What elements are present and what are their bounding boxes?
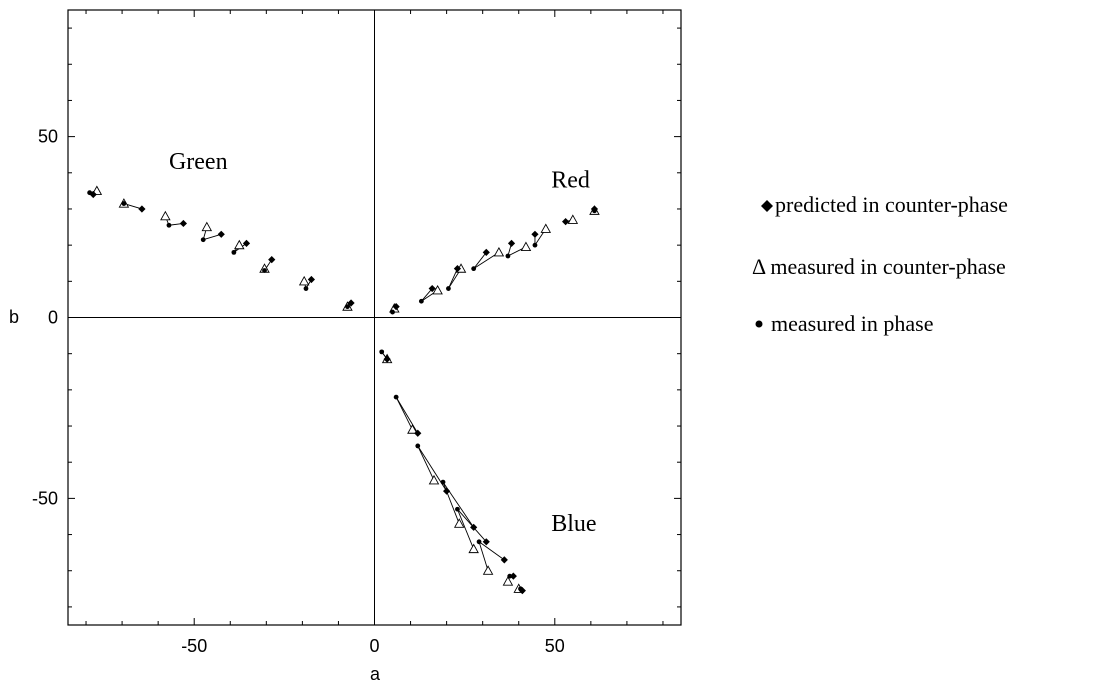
- measured-in-phase-marker: [303, 286, 309, 291]
- measured-counter-marker: [201, 221, 213, 232]
- predicted-marker: [470, 523, 478, 531]
- measured-in-phase-marker: [455, 506, 460, 512]
- measured-in-phase-marker: [390, 309, 395, 315]
- measured-counter-marker: [493, 246, 505, 257]
- connector-in-phase-to-measured: [478, 541, 489, 571]
- predicted-marker: [507, 239, 516, 247]
- predicted-marker: [138, 205, 146, 213]
- predicted-marker: [347, 299, 355, 307]
- y-tick-label: -50: [32, 488, 58, 508]
- connector-in-phase-to-measured: [395, 396, 413, 430]
- predicted-marker: [531, 230, 539, 238]
- predicted-marker: [509, 572, 517, 580]
- measured-in-phase-marker: [262, 268, 267, 273]
- predicted-marker: [268, 256, 276, 264]
- measured-counter-marker: [432, 284, 443, 295]
- predicted-marker: [242, 239, 251, 247]
- measured-in-phase-marker: [505, 253, 511, 259]
- legend-dot-icon: [755, 320, 763, 328]
- measured-counter-marker: [453, 518, 465, 528]
- measured-counter-marker: [298, 275, 310, 286]
- connector-in-phase-to-predicted: [203, 233, 222, 241]
- measured-in-phase-marker: [200, 237, 206, 243]
- measured-counter-marker: [468, 543, 479, 554]
- x-tick-label: 0: [369, 636, 379, 656]
- axis-ticks: [68, 10, 681, 625]
- predicted-marker: [414, 429, 422, 437]
- measured-in-phase-marker: [87, 190, 93, 196]
- legend-item-triangle: Δ measured in counter-phase: [752, 254, 1006, 279]
- measured-in-phase-marker: [166, 222, 172, 228]
- axis-tick-labels: -50 0 50 50 0 -50: [32, 127, 565, 656]
- group-label-blue: Blue: [551, 511, 596, 537]
- measured-counter-marker: [428, 474, 440, 485]
- measured-in-phase-marker: [393, 394, 399, 400]
- measured-in-phase-marker: [592, 208, 597, 214]
- predicted-marker: [217, 230, 225, 238]
- connector-in-phase-to-predicted: [421, 288, 433, 302]
- predicted-marker: [482, 248, 490, 256]
- y-axis-title: b: [9, 307, 19, 327]
- measured-in-phase-marker: [440, 479, 446, 485]
- x-tick-label: 50: [545, 636, 565, 656]
- measured-in-phase-marker: [379, 349, 385, 355]
- predicted-marker: [453, 265, 462, 273]
- measured-counter-marker: [502, 576, 514, 586]
- legend-item-diamond: predicted in counter-phase: [761, 192, 1008, 217]
- measured-in-phase-marker: [415, 443, 421, 449]
- connector-in-phase-to-predicted: [448, 268, 458, 289]
- legend-label: Δ measured in counter-phase: [752, 254, 1006, 279]
- measured-in-phase-marker: [418, 298, 424, 304]
- measured-counter-marker: [567, 214, 579, 224]
- measured-in-phase-marker: [471, 266, 477, 272]
- legend-label: predicted in counter-phase: [775, 192, 1008, 217]
- predicted-marker: [443, 487, 451, 495]
- predicted-marker: [179, 219, 187, 228]
- legend-diamond-icon: [761, 200, 773, 212]
- measured-in-phase-marker: [345, 304, 350, 310]
- measured-in-phase-marker: [446, 286, 451, 291]
- measured-counter-marker: [520, 241, 532, 252]
- predicted-marker: [500, 556, 508, 564]
- measured-in-phase-marker: [507, 573, 513, 579]
- connector-in-phase-to-predicted: [457, 508, 487, 543]
- legend-label: measured in phase: [771, 311, 934, 336]
- y-tick-label: 50: [38, 127, 58, 147]
- connector-in-phase-to-measured: [457, 509, 475, 550]
- data-markers: [87, 185, 600, 595]
- predicted-marker: [482, 538, 490, 546]
- predicted-marker: [307, 275, 315, 284]
- measured-counter-marker: [482, 565, 494, 575]
- connector-in-phase-to-predicted: [473, 252, 487, 269]
- measured-in-phase-marker: [231, 249, 237, 255]
- measured-in-phase-marker: [563, 219, 569, 225]
- x-axis-title: a: [370, 664, 381, 684]
- legend-item-dot: measured in phase: [755, 311, 934, 336]
- legend: predicted in counter-phase Δ measured in …: [752, 192, 1008, 336]
- measured-counter-marker: [160, 210, 171, 221]
- y-tick-label: 0: [48, 308, 58, 328]
- connector-in-phase-to-predicted: [395, 396, 419, 434]
- x-tick-label: -50: [181, 636, 207, 656]
- group-label-green: Green: [169, 149, 228, 175]
- measured-in-phase-marker: [518, 586, 523, 592]
- connector-in-phase-to-predicted: [478, 541, 505, 561]
- measured-in-phase-marker: [476, 539, 482, 545]
- connector-lines: [89, 190, 595, 591]
- measured-in-phase-marker: [532, 242, 538, 248]
- connector-in-phase-to-measured: [417, 445, 435, 481]
- predicted-marker: [518, 587, 526, 595]
- predicted-marker: [383, 355, 391, 363]
- measured-counter-marker: [407, 424, 418, 434]
- measured-counter-marker: [540, 223, 552, 233]
- predicted-marker: [392, 303, 400, 311]
- predicted-marker: [428, 284, 436, 293]
- group-labels: Green Red Blue: [169, 149, 597, 537]
- group-label-red: Red: [551, 167, 590, 193]
- measured-in-phase-marker: [121, 201, 127, 206]
- measured-counter-marker: [234, 239, 245, 250]
